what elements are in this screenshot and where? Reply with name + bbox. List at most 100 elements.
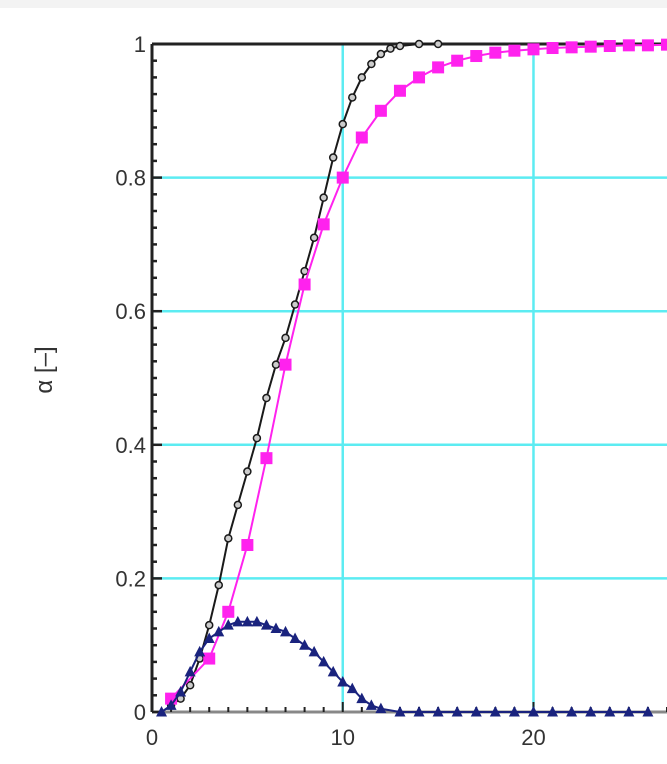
data-point-square xyxy=(298,278,311,291)
data-point-triangle xyxy=(432,706,444,717)
data-point-triangle xyxy=(289,632,301,644)
data-point-square xyxy=(413,71,426,84)
data-point-triangle xyxy=(270,622,282,633)
data-point-triangle xyxy=(222,619,234,630)
y-tick-label: 0.8 xyxy=(115,166,146,191)
data-point-square xyxy=(470,50,483,63)
x-tick-label: 20 xyxy=(521,725,545,750)
series-triangle xyxy=(156,615,654,717)
y-tick-label: 0.6 xyxy=(115,299,146,324)
data-point-circle xyxy=(386,44,395,53)
data-point-circle xyxy=(395,41,405,51)
data-point-square xyxy=(451,54,464,67)
data-point-circle xyxy=(367,59,376,69)
y-axis-label: α [–] xyxy=(31,346,58,393)
y-tick-label: 0.4 xyxy=(115,433,146,458)
data-point-triangle xyxy=(156,706,168,717)
top-border-strip xyxy=(0,0,667,8)
data-point-triangle xyxy=(165,699,177,710)
data-point-square xyxy=(527,43,540,56)
tick-labels: 0 10 20 0 0.2 0.4 0.6 0.8 1 xyxy=(115,32,545,750)
data-point-square xyxy=(565,41,578,54)
data-point-square xyxy=(546,42,559,55)
data-point-triangle xyxy=(566,706,578,717)
data-point-triangle xyxy=(184,665,196,677)
data-point-circle xyxy=(233,500,243,510)
data-point-triangle xyxy=(623,706,635,717)
data-point-triangle xyxy=(213,625,225,637)
data-point-circle xyxy=(281,333,290,343)
data-point-circle xyxy=(357,73,367,82)
data-point-circle xyxy=(252,433,262,443)
data-point-triangle xyxy=(299,639,311,650)
data-point-square xyxy=(355,131,368,144)
data-point-circle xyxy=(243,467,252,476)
data-point-triangle xyxy=(203,632,215,644)
data-point-square xyxy=(336,171,349,184)
y-tick-label: 1 xyxy=(134,32,146,57)
data-point-circle xyxy=(376,49,386,59)
data-point-circle xyxy=(328,153,338,162)
data-point-circle xyxy=(271,360,281,369)
data-point-triangle xyxy=(585,706,597,717)
data-point-triangle xyxy=(356,692,368,704)
data-point-square xyxy=(508,44,521,57)
data-point-square xyxy=(584,40,597,53)
data-point-square xyxy=(317,218,330,231)
data-point-circle xyxy=(433,39,443,49)
y-tick-label: 0.2 xyxy=(115,566,146,591)
data-point-circle xyxy=(309,233,319,242)
data-point-square xyxy=(222,605,235,618)
data-point-square xyxy=(432,61,445,74)
data-point-triangle xyxy=(280,625,292,637)
data-point-triangle xyxy=(308,645,320,657)
data-point-square xyxy=(641,39,654,52)
data-point-circle xyxy=(204,620,214,630)
data-point-square xyxy=(260,452,273,465)
data-point-triangle xyxy=(241,615,253,627)
data-point-triangle xyxy=(470,706,482,717)
data-point-square xyxy=(622,39,635,52)
series-layer xyxy=(156,38,667,717)
data-point-square xyxy=(661,38,667,51)
data-point-triangle xyxy=(194,645,206,657)
data-point-triangle xyxy=(642,706,654,717)
x-tick-label: 0 xyxy=(146,725,158,750)
data-point-triangle xyxy=(547,706,559,717)
data-point-triangle xyxy=(175,685,187,697)
data-point-triangle xyxy=(327,665,339,677)
data-point-circle xyxy=(348,93,357,102)
data-point-circle xyxy=(262,393,271,403)
data-point-triangle xyxy=(232,615,244,627)
data-point-square xyxy=(603,40,616,53)
data-point-circle xyxy=(290,300,300,309)
data-point-triangle xyxy=(251,615,263,627)
x-tick-label: 10 xyxy=(330,725,354,750)
data-point-square xyxy=(489,46,502,59)
data-point-triangle xyxy=(508,706,520,717)
data-point-triangle xyxy=(451,706,463,717)
data-point-triangle xyxy=(375,702,387,714)
data-point-circle xyxy=(214,580,224,590)
data-point-circle xyxy=(185,681,195,690)
data-point-triangle xyxy=(413,706,425,717)
data-point-triangle xyxy=(337,675,349,687)
data-point-square xyxy=(241,539,254,551)
data-point-square xyxy=(279,358,292,371)
data-point-circle xyxy=(414,39,424,49)
data-point-circle xyxy=(338,119,347,129)
data-point-triangle xyxy=(394,706,406,717)
data-point-triangle xyxy=(527,706,539,717)
data-point-triangle xyxy=(260,619,272,630)
y-tick-label: 0 xyxy=(134,700,146,725)
data-point-triangle xyxy=(318,655,330,667)
data-point-square xyxy=(393,84,406,97)
data-point-triangle xyxy=(346,682,358,694)
data-point-triangle xyxy=(604,706,616,717)
data-point-circle xyxy=(319,193,328,202)
data-point-square xyxy=(374,104,387,117)
series-circle xyxy=(166,39,443,710)
data-point-triangle xyxy=(489,706,501,717)
